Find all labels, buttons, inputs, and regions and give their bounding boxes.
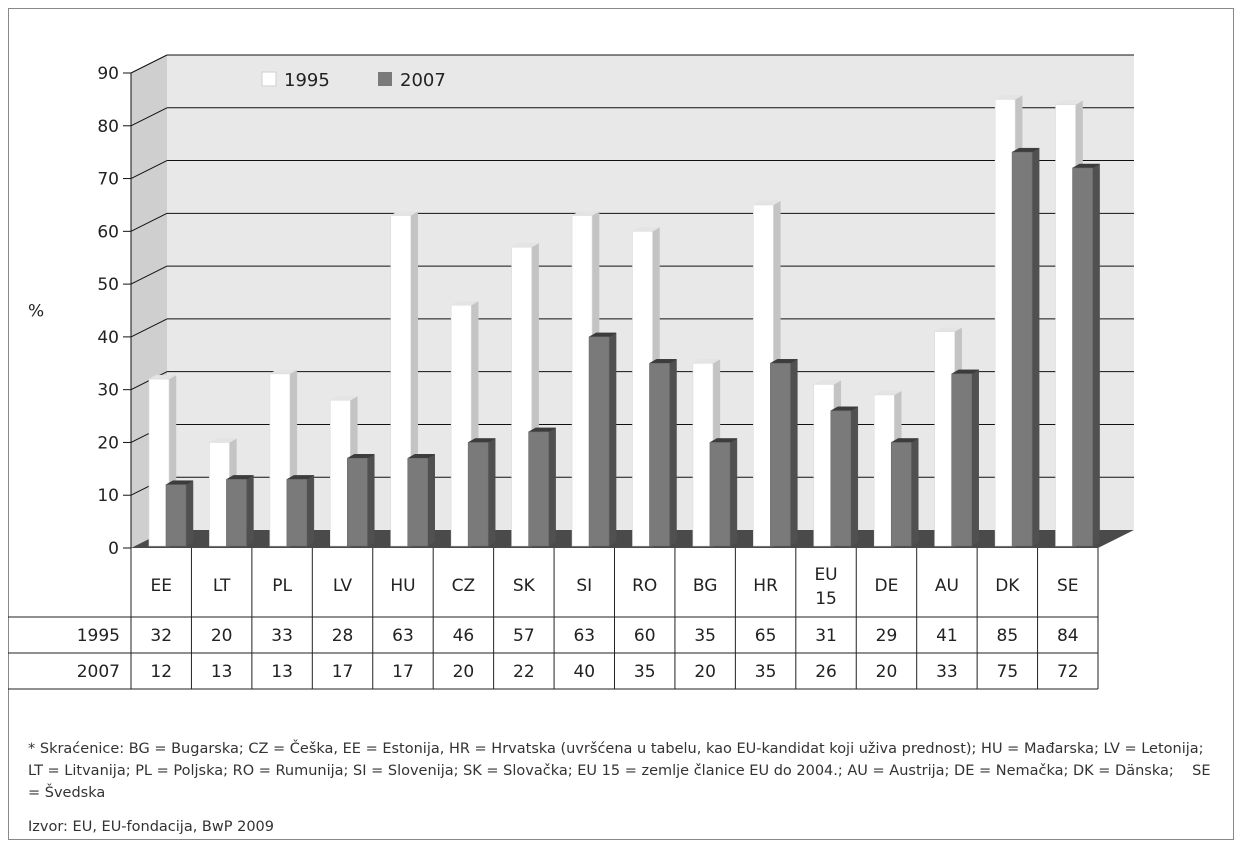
table-cell: 40 xyxy=(573,662,595,682)
gridline-side xyxy=(130,318,168,338)
table-row-label: 1995 xyxy=(77,626,120,646)
table-cell: 20 xyxy=(211,626,233,646)
table-cell: 57 xyxy=(513,626,535,646)
table-cell: 31 xyxy=(815,626,837,646)
category-label: SK xyxy=(513,576,536,596)
category-label: RO xyxy=(632,576,657,596)
bar-2007-se xyxy=(1071,163,1101,547)
category-label: EE xyxy=(150,576,171,596)
y-axis: 0 10 20 30 40 50 60 70 80 90% xyxy=(28,64,132,559)
y-tick-label: 40 xyxy=(97,328,119,348)
category-label: 15 xyxy=(815,589,837,609)
bar-2007-au xyxy=(950,369,980,547)
table-cell: 12 xyxy=(150,662,172,682)
bar-2007-lv xyxy=(346,453,376,547)
gridline-side xyxy=(130,107,168,127)
bar-2007-cz xyxy=(467,438,497,547)
gridline-side xyxy=(130,212,168,232)
table-cell: 13 xyxy=(211,662,233,682)
category-label: HR xyxy=(753,576,778,596)
bar-2007-ro xyxy=(648,358,678,547)
footnote: * Skraćenice: BG = Bugarska; CZ = Češka,… xyxy=(28,741,1211,801)
category-label: AU xyxy=(935,576,959,596)
bar-2007-ee xyxy=(165,480,194,547)
category-label: SE xyxy=(1057,576,1079,596)
category-label: LV xyxy=(333,576,353,596)
table-cell: 33 xyxy=(271,626,293,646)
bar-2007-bg xyxy=(708,438,738,547)
table-cell: 84 xyxy=(1057,626,1079,646)
category-label: DK xyxy=(995,576,1020,596)
table-cell: 60 xyxy=(634,626,656,646)
table-cell: 20 xyxy=(453,662,475,682)
y-tick-label: 10 xyxy=(97,486,119,506)
y-tick-label: 30 xyxy=(97,381,119,401)
data-table: EE LT PL LV HU CZ SK SI RO BG HR EU 15 DE AU DK SE 1995 32… xyxy=(8,548,1099,690)
table-cell: 75 xyxy=(997,662,1019,682)
bar-2007-si xyxy=(588,332,618,547)
table-cell: 65 xyxy=(755,626,777,646)
category-label: PL xyxy=(272,576,292,596)
table-cell: 28 xyxy=(332,626,354,646)
table-cell: 26 xyxy=(815,662,837,682)
table-cell: 46 xyxy=(453,626,475,646)
table-cell: 63 xyxy=(392,626,414,646)
category-label: BG xyxy=(693,576,718,596)
legend: 1995 2007 xyxy=(261,70,446,91)
table-cell: 35 xyxy=(755,662,777,682)
bar-chart: 0 10 20 30 40 50 60 70 80 90% 1995 2007 EE LT PL LV HU… xyxy=(8,54,1134,690)
legend-item-2007: 2007 xyxy=(378,70,446,91)
table-cell: 29 xyxy=(876,626,898,646)
category-label: CZ xyxy=(452,576,476,596)
y-tick-label: 20 xyxy=(97,433,119,453)
y-tick-label: 80 xyxy=(97,117,119,137)
gridline-side xyxy=(130,160,168,180)
legend-swatch xyxy=(261,71,277,87)
y-tick-label: 0 xyxy=(108,539,119,559)
table-cell: 72 xyxy=(1057,662,1079,682)
table-cell: 17 xyxy=(332,662,354,682)
table-row-label: 2007 xyxy=(77,662,120,682)
category-label: LT xyxy=(213,576,231,596)
category-label: EU xyxy=(814,565,837,585)
y-tick-label: 60 xyxy=(97,222,119,242)
table-cell: 35 xyxy=(634,662,656,682)
source-note: Izvor: EU, EU-fondacija, BwP 2009 xyxy=(28,819,274,835)
gridline-side xyxy=(130,265,168,285)
table-cell: 17 xyxy=(392,662,414,682)
bar-2007-eu15 xyxy=(829,406,859,547)
y-tick-label: 50 xyxy=(97,275,119,295)
y-tick-label: 90 xyxy=(97,64,119,84)
table-cell: 22 xyxy=(513,662,535,682)
bar-2007-hu xyxy=(406,453,436,547)
table-cell: 32 xyxy=(150,626,172,646)
legend-label: 2007 xyxy=(400,70,446,91)
category-label: HU xyxy=(390,576,415,596)
bars xyxy=(148,94,1101,547)
legend-swatch xyxy=(378,72,392,86)
table-cell: 33 xyxy=(936,662,958,682)
y-tick-label: 70 xyxy=(97,170,119,190)
notes: * Skraćenice: BG = Bugarska; CZ = Češka,… xyxy=(28,738,1218,838)
table-cell: 13 xyxy=(271,662,293,682)
figure-frame xyxy=(8,8,1234,840)
table-cell: 41 xyxy=(936,626,958,646)
bar-2007-pl xyxy=(285,474,315,547)
table-cell: 85 xyxy=(997,626,1019,646)
category-label: SI xyxy=(576,576,592,596)
table-cell: 20 xyxy=(694,662,716,682)
gridline-side xyxy=(130,54,168,74)
table-cell: 20 xyxy=(876,662,898,682)
bar-2007-dk xyxy=(1011,147,1041,547)
legend-item-1995: 1995 xyxy=(261,70,330,91)
bar-2007-lt xyxy=(225,474,255,547)
category-label: DE xyxy=(875,576,899,596)
legend-label: 1995 xyxy=(284,70,330,91)
bar-2007-sk xyxy=(527,427,557,547)
table-cell: 35 xyxy=(694,626,716,646)
bar-2007-de xyxy=(890,438,920,547)
table-cell: 63 xyxy=(573,626,595,646)
y-axis-label: % xyxy=(28,302,44,322)
bar-2007-hr xyxy=(769,358,799,547)
